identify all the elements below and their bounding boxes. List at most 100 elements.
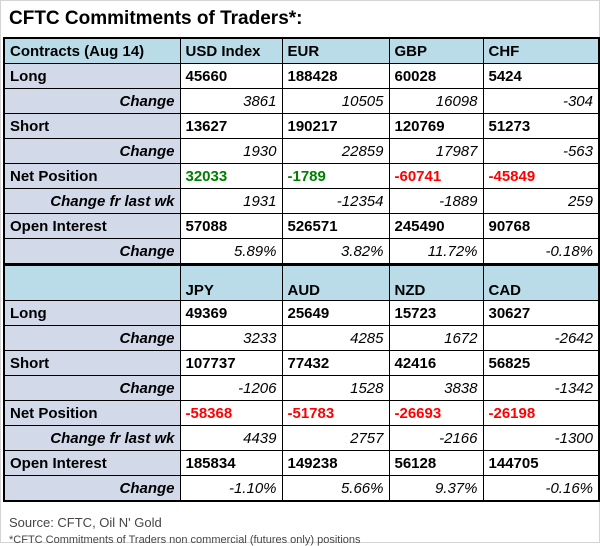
cell-value: 3838 [388,375,484,401]
cell-value: -0.16% [482,475,600,502]
table-row: Change -1.10% 5.66% 9.37% -0.16% [3,475,600,502]
table-row: Change -1206 1528 3838 -1342 [3,375,600,401]
cell-value: 190217 [281,113,390,139]
cell-value: -1789 [281,163,390,189]
cell-value: 56128 [388,450,484,476]
table-header-row: Contracts (Aug 14) USD Index EUR GBP CHF [3,37,600,64]
cell-value: 13627 [179,113,283,139]
source-note: Source: CFTC, Oil N' Gold [9,515,162,530]
cell-value: -1206 [179,375,283,401]
cell-value: 90768 [482,213,600,239]
table-row: Short 13627 190217 120769 51273 [3,113,600,139]
row-label: Change [3,138,181,164]
cell-value: 10505 [281,88,390,114]
cell-value: 77432 [281,350,390,376]
column-header: NZD [388,264,484,301]
cell-value: 60028 [388,63,484,89]
column-header: USD Index [179,37,283,64]
row-label: Long [3,300,181,326]
cell-value: -45849 [482,163,600,189]
cell-value: -1889 [388,188,484,214]
cell-value: 107737 [179,350,283,376]
cell-value: 1931 [179,188,283,214]
table-row: Change fr last wk 1931 -12354 -1889 259 [3,188,600,214]
cell-value: 32033 [179,163,283,189]
cell-value: 259 [482,188,600,214]
row-label: Net Position [3,400,181,426]
cell-value: -1.10% [179,475,283,502]
column-header: JPY [179,264,283,301]
row-label: Change [3,325,181,351]
cell-value: -563 [482,138,600,164]
cell-value: 9.37% [388,475,484,502]
row-label: Change [3,375,181,401]
cell-value: 3861 [179,88,283,114]
column-header [3,264,181,301]
table-row: Open Interest 185834 149238 56128 144705 [3,450,600,476]
column-header: CHF [482,37,600,64]
cell-value: -0.18% [482,238,600,265]
table-row: Net Position -58368 -51783 -26693 -26198 [3,400,600,426]
cell-value: 3.82% [281,238,390,265]
cell-value: 5.66% [281,475,390,502]
cell-value: -60741 [388,163,484,189]
table-row: Long 45660 188428 60028 5424 [3,63,600,89]
cell-value: -26198 [482,400,600,426]
table-footer: Source: CFTC, Oil N' Gold *CFTC Commitme… [1,502,599,546]
column-header: EUR [281,37,390,64]
cell-value: 45660 [179,63,283,89]
cell-value: 185834 [179,450,283,476]
cell-value: -2166 [388,425,484,451]
cell-value: 51273 [482,113,600,139]
table-row: Change 5.89% 3.82% 11.72% -0.18% [3,238,600,265]
table-row: Change fr last wk 4439 2757 -2166 -1300 [3,425,600,451]
cell-value: -1300 [482,425,600,451]
table-header-row: JPY AUD NZD CAD [3,264,600,301]
cell-value: 1528 [281,375,390,401]
row-label: Long [3,63,181,89]
table-row: Change 3861 10505 16098 -304 [3,88,600,114]
cell-value: 4285 [281,325,390,351]
cell-value: 245490 [388,213,484,239]
table-row: Net Position 32033 -1789 -60741 -45849 [3,163,600,189]
cell-value: 149238 [281,450,390,476]
cell-value: 5.89% [179,238,283,265]
cell-value: 120769 [388,113,484,139]
row-label: Change fr last wk [3,425,181,451]
row-label: Change [3,238,181,265]
cell-value: 49369 [179,300,283,326]
table-row: Short 107737 77432 42416 56825 [3,350,600,376]
cell-value: 30627 [482,300,600,326]
column-header: Contracts (Aug 14) [3,37,181,64]
cell-value: 16098 [388,88,484,114]
cell-value: -51783 [281,400,390,426]
cell-value: 57088 [179,213,283,239]
cell-value: 144705 [482,450,600,476]
page-title: CFTC Commitments of Traders*: [9,8,303,29]
row-label: Short [3,350,181,376]
cell-value: 188428 [281,63,390,89]
row-label: Open Interest [3,450,181,476]
cell-value: 5424 [482,63,600,89]
table-row: Change 1930 22859 17987 -563 [3,138,600,164]
cell-value: -304 [482,88,600,114]
cell-value: 17987 [388,138,484,164]
column-header: AUD [281,264,390,301]
cell-value: 1930 [179,138,283,164]
column-header: GBP [388,37,484,64]
cell-value: 22859 [281,138,390,164]
cell-value: 11.72% [388,238,484,265]
row-label: Change [3,88,181,114]
table-row: Change 3233 4285 1672 -2642 [3,325,600,351]
cell-value: 526571 [281,213,390,239]
cot-table-others: JPY AUD NZD CAD Long 49369 25649 15723 30627 Chan… [3,264,600,502]
cell-value: -12354 [281,188,390,214]
cell-value: 25649 [281,300,390,326]
cell-value: 3233 [179,325,283,351]
cell-value: 1672 [388,325,484,351]
cell-value: 4439 [179,425,283,451]
cell-value: 2757 [281,425,390,451]
row-label: Short [3,113,181,139]
footnote: *CFTC Commitments of Traders non commerc… [9,534,361,546]
